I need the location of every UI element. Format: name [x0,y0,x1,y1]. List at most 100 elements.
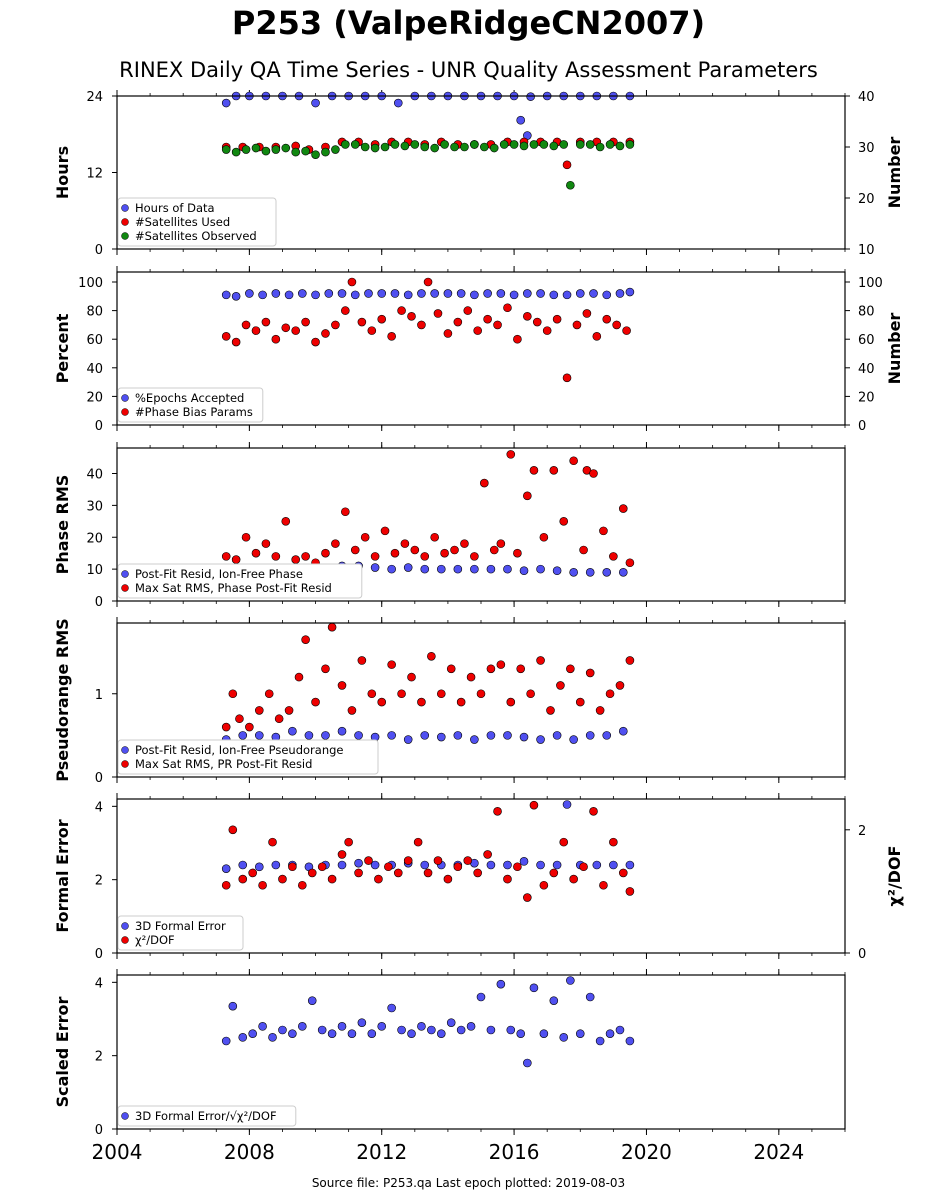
legend-box [117,197,277,247]
plot-frame [116,95,846,250]
data-point-s3 [519,141,529,151]
data-point-s2 [493,807,502,816]
data-point-s2 [599,880,608,890]
data-point-s1 [311,98,320,108]
data-point-s2 [254,706,264,715]
data-point-s1 [387,564,396,574]
panel-6: 2004 2008 2012 2016 2020 2024 0 2 4 Scaled Error 3… [53,969,846,1164]
data-point-s2 [473,326,482,335]
data-point-s1 [552,731,562,740]
data-point-s2 [473,868,482,878]
data-point-s2 [430,532,439,542]
y2-tick-label: 80 [858,305,875,320]
data-point-s3 [509,140,519,149]
data-point-s3 [595,142,605,152]
data-point-s1 [420,731,430,740]
data-point-s1 [393,98,403,108]
data-point-s2 [523,893,532,902]
data-point-s1 [486,860,496,870]
y-tick-label: 60 [86,333,103,348]
legend-marker [121,394,129,402]
legend-label: #Satellites Observed [135,229,257,243]
data-point-s1 [403,735,413,744]
data-point-s2 [496,660,506,669]
legend-marker [121,204,129,212]
legend: Hours of Data#Satellites Used#Satellites… [117,197,277,247]
data-point-s2 [248,868,257,878]
data-point-s3 [261,146,271,156]
data-point-s1 [370,860,380,870]
data-point-s1 [347,1029,357,1038]
data-point-s1 [516,115,526,125]
data-point-s2 [403,856,413,865]
data-point-s1 [539,1029,549,1038]
data-point-s2 [523,312,532,321]
data-point-s2 [413,837,423,847]
data-point-s2 [566,664,575,674]
y-tick-label: 0 [95,595,103,610]
y-tick-label: 4 [95,800,103,815]
data-point-s2 [453,862,463,872]
data-point-s3 [499,140,509,149]
data-point-s2 [529,466,539,475]
data-point-s1 [549,290,559,300]
data-point-s1 [350,290,360,300]
data-point-s1 [536,860,545,870]
data-point-s2 [513,862,522,872]
data-point-s1 [470,290,479,300]
data-point-s2 [536,656,545,665]
data-point-s2 [450,545,459,555]
data-point-s2 [327,622,337,632]
x-tick-label: 2012 [356,1140,407,1164]
data-point-s2 [407,312,416,321]
plot-frame [116,447,846,602]
data-point-s2 [552,314,562,324]
data-point-s2 [513,334,522,344]
data-point-s1 [609,860,618,870]
y-tick-label: 2 [95,1050,103,1065]
data-point-s3 [585,140,595,149]
y-axis-label: Formal Error [53,819,72,932]
data-point-s2 [337,681,347,690]
legend-label: Post-Fit Resid, Ion-Free Pseudorange [135,743,343,757]
panel-2: 0 20 40 60 80 100 Percent 0 20 40 60 80 100 Number %Ep… [53,266,904,434]
data-point-s1 [254,862,264,872]
data-point-s2 [595,706,605,715]
data-point-s1 [519,857,529,866]
legend-marker [121,232,129,240]
data-point-s1 [503,564,512,574]
legend-label: 3D Formal Error/√χ²/DOF [135,1109,277,1123]
y-tick-label: 12 [86,167,103,182]
data-point-s1 [337,726,347,736]
data-point-s1 [470,735,479,744]
data-point-s1 [238,731,248,740]
data-point-s2 [480,478,489,488]
data-point-s1 [417,289,426,298]
data-point-s1 [221,290,231,300]
data-point-s2 [539,880,549,890]
data-point-s2 [579,862,588,872]
data-point-s2 [360,532,370,542]
data-point-s3 [539,140,549,149]
data-point-s3 [370,143,380,153]
x-tick-label: 2016 [489,1140,540,1164]
legend-label: #Satellites Used [135,215,230,229]
data-point-s2 [532,317,542,327]
data-point-s3 [559,140,569,149]
data-point-s1 [397,1025,406,1035]
data-point-s1 [575,289,585,298]
legend: Post-Fit Resid, Ion-Free PseudorangeMax … [117,739,379,775]
y-tick-label: 0 [95,419,103,434]
y-tick-label: 4 [95,976,103,991]
data-point-s2 [301,317,310,327]
data-point-s1 [559,1033,569,1042]
data-point-s1 [476,992,486,1002]
data-point-s2 [420,552,430,561]
figure-subtitle: RINEX Daily QA Time Series - UNR Quality… [119,58,818,82]
data-point-s2 [337,850,347,859]
legend-label: Post-Fit Resid, Ion-Free Phase [135,567,303,581]
data-point-s2 [271,334,281,344]
data-point-s1 [248,1029,257,1038]
y2-tick-label: 60 [858,333,875,348]
